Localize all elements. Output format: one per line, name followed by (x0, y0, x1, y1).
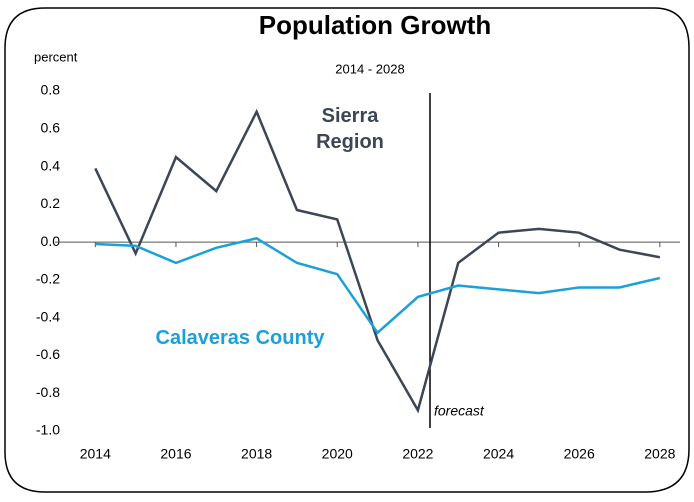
y-tick-label: 0.4 (41, 157, 61, 173)
y-tick-label: 0.0 (41, 233, 61, 249)
y-tick-label: -0.6 (36, 346, 60, 362)
chart-title: Population Growth (259, 10, 492, 40)
y-tick-label: 0.6 (41, 119, 61, 135)
series-line (94, 108, 661, 414)
forecast-label: forecast (434, 403, 485, 419)
y-tick-label: 0.2 (41, 195, 61, 211)
x-tick-label: 2020 (322, 446, 353, 462)
x-tick-label: 2014 (80, 446, 111, 462)
x-tick-label: 2016 (160, 446, 191, 462)
chart-subtitle: 2014 - 2028 (335, 61, 404, 76)
y-tick-label: 0.8 (41, 82, 61, 98)
series-label: Sierra Region (316, 105, 384, 153)
y-tick-label: -0.8 (36, 384, 60, 400)
y-axis-label: percent (34, 49, 78, 64)
series-line (95, 236, 661, 335)
x-tick-label: 2026 (564, 446, 595, 462)
x-tick-label: 2028 (644, 446, 675, 462)
y-tick-label: -0.2 (36, 271, 60, 287)
x-tick-label: 2018 (241, 446, 272, 462)
x-tick-label: 2024 (483, 446, 514, 462)
frame (4, 7, 690, 493)
series-label: Calaveras County (155, 327, 325, 349)
y-tick-label: -0.4 (36, 308, 60, 324)
x-tick-label: 2022 (402, 446, 433, 462)
y-tick-label: -1.0 (36, 422, 60, 438)
